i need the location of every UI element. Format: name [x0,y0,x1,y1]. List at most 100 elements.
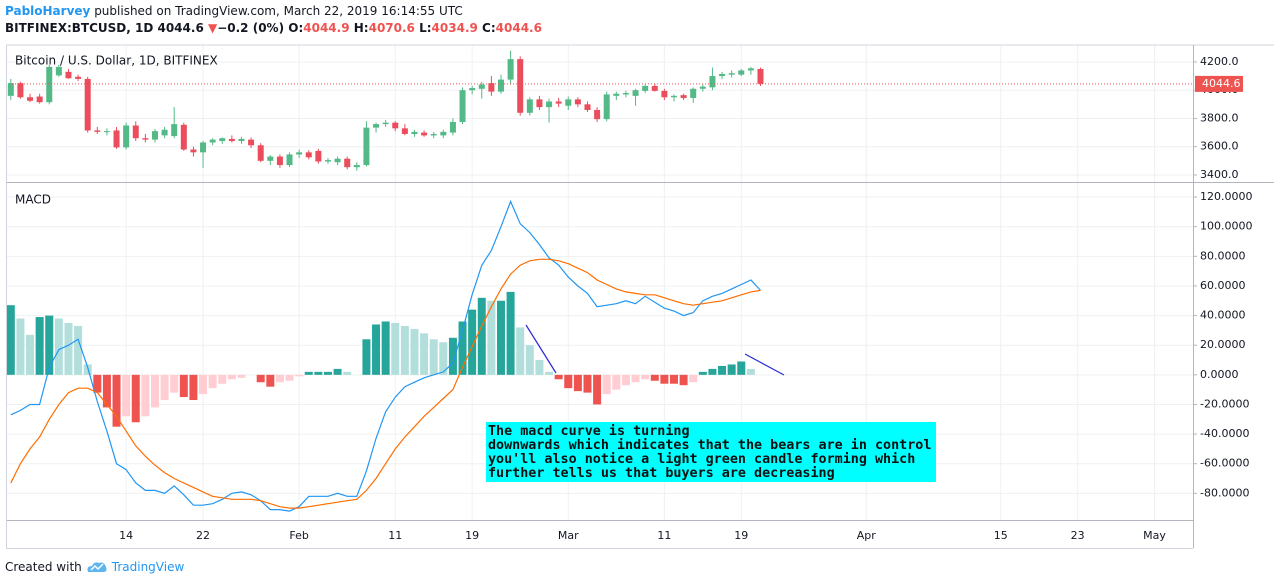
candle-body [286,154,293,166]
author[interactable]: PabloHarvey [5,4,91,18]
candle-body [690,88,697,98]
candle-body [642,85,649,91]
y-tick-label: 100.0000 [1200,220,1253,233]
x-tick-label: 23 [1071,529,1085,542]
candle-body [507,59,514,80]
x-tick-label: 19 [734,529,748,542]
histogram-bar [516,327,525,375]
histogram-bar [506,291,515,375]
histogram-bar [737,361,746,375]
x-tick-label: Mar [558,529,579,542]
y-tick-label: 3400.0 [1200,168,1239,181]
symbol: BITFINEX:BTCUSD, 1D [5,21,154,35]
histogram-bar [160,374,169,401]
candle-body [430,133,437,136]
y-tick-label: -60.0000 [1200,457,1249,470]
histogram-bar [631,374,640,383]
histogram-bar [131,374,140,423]
histogram-bar [54,318,63,375]
candle-body [180,124,187,150]
histogram-bar [189,374,198,401]
brand[interactable]: TradingView [111,560,185,574]
histogram-bar [477,297,486,375]
candle-body [584,104,591,110]
candle-body [94,130,101,132]
candle-body [219,138,226,142]
x-tick-label: 19 [465,529,479,542]
last: 4044.6 [157,21,204,35]
candle-body [546,101,553,108]
candle-body [123,125,130,148]
pane-title: MACD [15,193,51,207]
histogram-bar [237,374,246,378]
histogram-bar [64,322,73,375]
histogram-bar [16,318,25,375]
published: published on TradingView.com, March 22, … [94,4,463,18]
histogram-bar [83,364,92,375]
value: 4034.9 [431,21,478,35]
histogram-bar [583,374,592,393]
histogram-bar [285,374,294,381]
ohlc-h: H:4070.6 [354,21,415,35]
histogram-bar [179,374,188,398]
candle-body [449,121,456,133]
histogram-bar [26,334,35,375]
footer-text: Created with [5,560,82,574]
publish-line: PabloHarvey published on TradingView.com… [5,4,463,18]
x-tick-label: 11 [657,529,671,542]
histogram-bar [227,374,236,380]
candle-body [603,94,610,120]
candle-body [228,138,235,142]
note-line: The macd curve is turning [488,423,690,439]
candle-body [680,95,687,98]
histogram-bar [93,374,102,393]
histogram-bar [660,374,669,384]
value: 4044.6 [495,21,542,35]
histogram-bar [400,325,409,375]
candle-body [46,66,53,103]
candle-body [334,158,341,163]
histogram-bar [372,324,381,375]
y-tick-label: 4200.0 [1200,55,1239,68]
histogram-bar [564,374,573,389]
histogram-bar [391,322,400,375]
histogram-bar [573,374,582,392]
x-tick-label: 11 [388,529,402,542]
histogram-bar [45,315,54,375]
candle-body [661,90,668,98]
symbol-line: BITFINEX:BTCUSD, 1D 4044.6 ▼−0.2 (0%) O:… [5,21,542,35]
candle-body [315,150,322,162]
candle-body [151,131,158,140]
candle-body [469,88,476,91]
candle-body [17,83,24,98]
candle-body [594,109,601,120]
candle-body [517,59,524,113]
histogram-bar [708,368,717,375]
pane-title: Bitcoin / U.S. Dollar, 1D, BITFINEX [15,54,218,68]
candle-body [200,142,207,153]
candle-body [747,68,754,71]
candle-body [574,99,581,105]
candle-body [132,125,139,139]
candle-body [440,131,447,136]
trend-line [744,353,785,376]
ohlc-c: C:4044.6 [482,21,542,35]
histogram-bar [554,374,563,380]
candle-body [699,86,706,89]
candle-body [305,152,312,158]
histogram-bar [218,374,227,384]
candle-body [401,128,408,134]
histogram-bar [468,309,477,375]
candle-body [65,71,72,79]
histogram-bar [718,365,727,375]
histogram-bar [102,374,111,408]
histogram-bar [448,337,457,375]
histogram-bar [122,374,131,417]
histogram-bar [641,374,650,380]
histogram-bar [150,374,159,408]
x-tick-label: Feb [289,529,308,542]
arrow: ▼ [207,21,218,35]
y-tick-label: -40.0000 [1200,427,1249,440]
candle-body [565,99,572,106]
candle-body [421,132,428,136]
